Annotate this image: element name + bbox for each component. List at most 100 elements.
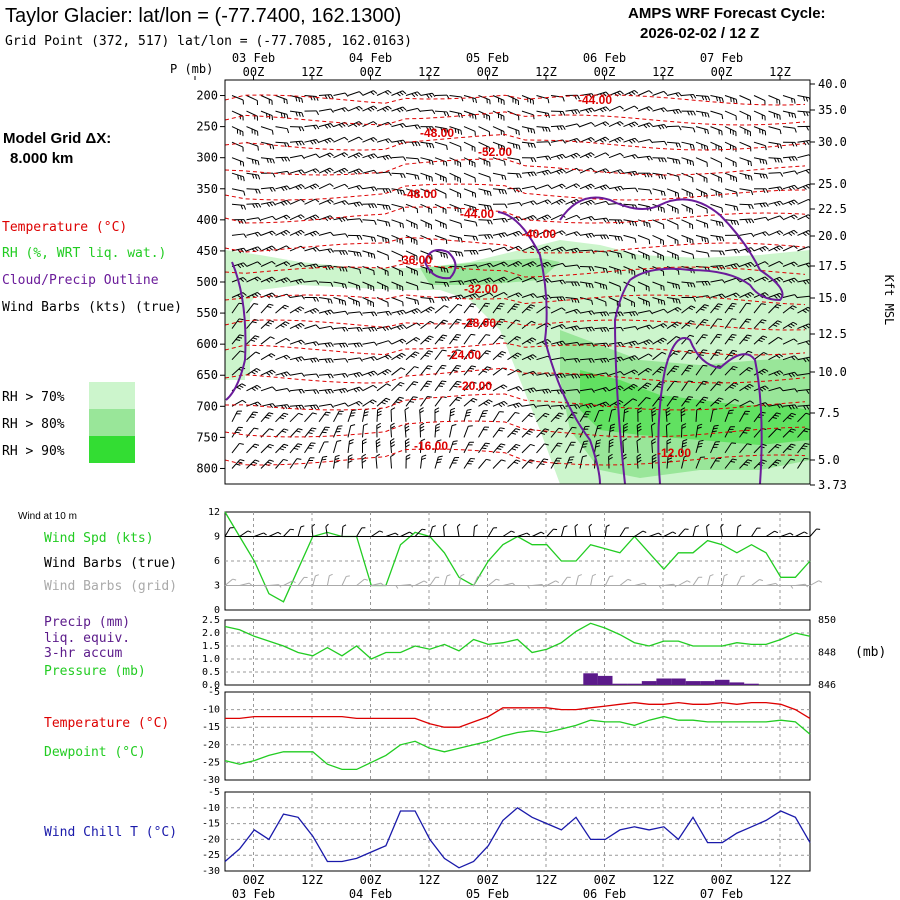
barb-flag	[353, 299, 355, 305]
barb-flag	[489, 99, 491, 105]
wind-barb	[304, 412, 317, 423]
isotherm-line	[225, 263, 806, 278]
barb-staff	[463, 278, 476, 283]
barb-flag	[229, 527, 234, 529]
wind-barb	[650, 422, 656, 438]
barb-flag	[281, 445, 287, 449]
barb-flag	[410, 355, 415, 358]
wind-barb-grid	[575, 574, 582, 586]
barb-flag	[367, 284, 369, 289]
barb-flag	[629, 312, 633, 317]
barb-flag	[498, 233, 503, 238]
barb-flag	[513, 188, 517, 193]
wind-barb	[405, 322, 421, 330]
barb-flag	[495, 578, 500, 581]
barb-staff	[739, 276, 751, 283]
barb-flag	[545, 389, 549, 394]
barb-flag	[672, 398, 677, 401]
barb-flag	[530, 157, 534, 163]
barb-staff	[492, 411, 500, 423]
wind-barb	[362, 356, 378, 362]
barb-flag	[758, 371, 764, 375]
barb-flag	[468, 460, 474, 462]
wind-barb	[361, 453, 367, 469]
barb-flag	[446, 145, 448, 150]
barb-flag	[605, 301, 607, 307]
wind-barb	[594, 121, 610, 128]
barb-staff	[420, 320, 431, 329]
barb-staff	[565, 389, 578, 392]
barb-flag	[240, 263, 245, 268]
wind-barb	[623, 250, 636, 260]
barb-flag	[788, 156, 792, 162]
barb-flag	[356, 284, 358, 290]
wind-barb	[579, 266, 595, 272]
wind-barb-grid	[487, 578, 500, 586]
barb-staff	[404, 409, 407, 422]
barb-flag	[503, 116, 505, 121]
barb-flag	[312, 412, 317, 415]
barb-flag	[256, 100, 258, 106]
barb-flag	[500, 318, 505, 321]
barb-staff	[246, 110, 258, 117]
wind-barb-grid	[751, 579, 764, 586]
wind-panel-heading: Wind at 10 m	[18, 511, 77, 522]
barb-flag	[776, 187, 781, 192]
wind-barb	[260, 230, 276, 236]
barb-flag	[466, 411, 471, 414]
barb-flag	[444, 305, 449, 308]
barb-flag	[585, 425, 590, 428]
wind-barb-grid	[283, 580, 296, 586]
barb-flag	[605, 285, 608, 290]
wind-barb	[665, 422, 671, 438]
wind-barb	[608, 266, 622, 275]
barb-flag	[620, 371, 624, 376]
barb-flag	[239, 442, 244, 445]
barb-flag	[660, 285, 662, 290]
barb-staff	[536, 388, 549, 392]
barb-staff	[414, 528, 423, 537]
wind-barb	[565, 152, 581, 159]
barb-staff	[318, 265, 332, 267]
height-tick-label: 35.0	[818, 103, 847, 117]
barb-flag	[529, 355, 534, 360]
barb-staff	[521, 293, 534, 298]
barb-flag	[500, 385, 505, 390]
barb-flag	[648, 301, 650, 307]
barb-flag	[267, 446, 272, 449]
wind-barb	[391, 396, 404, 407]
wind-barb	[681, 396, 694, 407]
barb-staff	[637, 234, 650, 241]
wind-barb	[507, 230, 523, 237]
wind-barb	[768, 245, 784, 252]
barb-staff	[797, 95, 810, 99]
barb-flag	[718, 294, 723, 299]
barb-flag	[489, 262, 494, 267]
barb-flag	[744, 264, 749, 268]
barb-flag	[443, 253, 446, 258]
barb-staff	[275, 428, 285, 438]
barb-flag	[547, 372, 552, 377]
barb-flag	[599, 139, 604, 143]
barb-flag	[283, 372, 288, 377]
barb-flag	[699, 401, 705, 404]
barb-flag	[591, 358, 595, 363]
barb-flag	[682, 439, 688, 442]
barb-flag	[759, 128, 761, 134]
barb-staff	[753, 216, 766, 221]
barb-flag	[518, 386, 523, 390]
barb-flag	[720, 178, 723, 183]
wind-barb	[260, 141, 275, 150]
barb-flag	[634, 221, 638, 227]
wind-barb	[318, 325, 334, 331]
barb-flag	[402, 324, 407, 329]
barb-flag	[530, 412, 535, 415]
barb-flag	[583, 428, 589, 430]
barb-staff	[797, 140, 810, 143]
isotherm-line	[225, 393, 806, 411]
barb-flag	[585, 201, 590, 206]
barb-flag	[544, 279, 549, 283]
barb-flag	[623, 423, 628, 426]
barb-flag	[645, 300, 648, 306]
wind-barb	[507, 276, 523, 283]
